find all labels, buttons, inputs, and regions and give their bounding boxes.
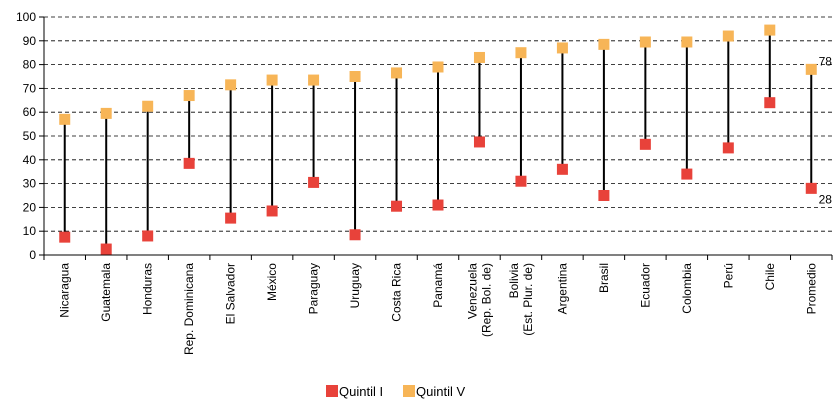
marker-quintil-v xyxy=(391,67,403,79)
data-labels: 78 28 xyxy=(819,54,833,206)
marker-quintil-i xyxy=(681,168,693,180)
y-tick-label: 20 xyxy=(23,200,37,214)
x-category-label: Costa Rica xyxy=(390,263,404,322)
x-category-label: Argentina xyxy=(555,263,569,315)
x-category-label: Honduras xyxy=(141,263,155,315)
x-category-label: Nicaragua xyxy=(58,263,72,318)
marker-quintil-v xyxy=(349,71,361,82)
marker-quintil-v xyxy=(515,47,527,59)
x-category-label: Guatemala xyxy=(99,263,113,322)
marker-quintil-i xyxy=(432,199,444,211)
marker-quintil-v xyxy=(266,74,278,86)
x-category-label: Panamá xyxy=(431,263,445,308)
marker-quintil-i xyxy=(639,138,651,150)
marker-quintil-v xyxy=(59,113,71,125)
x-category-label: Promedio xyxy=(804,263,818,315)
category-labels: Nicaragua Guatemala Honduras Rep. Dominican… xyxy=(58,263,819,355)
marker-quintil-v xyxy=(805,63,817,75)
data-label: 28 xyxy=(819,192,833,206)
marker-quintil-v xyxy=(142,100,154,112)
marker-quintil-i xyxy=(515,175,527,187)
x-category-label: (Rep. Bol. de) xyxy=(479,263,493,337)
marker-quintil-v xyxy=(225,79,237,91)
x-category-label: Perú xyxy=(721,263,735,288)
marker-quintil-i xyxy=(142,230,154,242)
marker-quintil-v xyxy=(681,36,693,48)
marker-quintil-v xyxy=(598,38,610,50)
marker-quintil-i xyxy=(183,157,195,169)
marker-quintil-i xyxy=(556,163,568,175)
x-category-label: Rep. Dominicana xyxy=(182,263,196,355)
y-tick-label: 50 xyxy=(23,129,37,143)
x-category-label: El Salvador xyxy=(224,263,238,324)
marker-quintil-v xyxy=(432,61,444,73)
marker-quintil-i xyxy=(349,229,361,241)
marker-quintil-i xyxy=(722,142,734,154)
marker-quintil-i xyxy=(764,97,776,109)
marker-quintil-i xyxy=(266,205,278,217)
y-tick-label: 0 xyxy=(29,248,36,262)
marker-quintil-v xyxy=(473,51,485,63)
data-label: 78 xyxy=(819,54,833,68)
x-category-label: Paraguay xyxy=(307,263,321,314)
x-category-label: Ecuador xyxy=(638,263,652,308)
marker-quintil-i xyxy=(100,243,112,255)
y-tick-label: 70 xyxy=(23,81,37,95)
legend-swatch-quintil-i xyxy=(326,385,338,397)
marker-quintil-v xyxy=(100,107,112,119)
y-tick-label: 90 xyxy=(23,34,37,48)
markers xyxy=(59,24,817,255)
y-tick-label: 10 xyxy=(23,224,37,238)
marker-quintil-i xyxy=(391,200,403,212)
legend-label-quintil-v: Quintil V xyxy=(416,384,465,399)
x-category-label: (Est. Plur. de) xyxy=(521,263,535,336)
marker-quintil-i xyxy=(598,190,610,201)
x-category-label: Uruguay xyxy=(348,263,362,308)
marker-quintil-v xyxy=(764,24,776,36)
y-tick-labels: 0 10 20 30 40 50 60 70 80 90 100 xyxy=(16,10,36,262)
y-tick-label: 30 xyxy=(23,177,37,191)
axes xyxy=(39,16,833,260)
marker-quintil-v xyxy=(308,74,320,86)
y-tick-label: 80 xyxy=(23,58,37,72)
marker-quintil-i xyxy=(308,176,320,188)
marker-quintil-i xyxy=(59,231,71,243)
y-tick-label: 40 xyxy=(23,153,37,167)
x-category-label: Bolivia xyxy=(507,263,521,299)
legend-label-quintil-i: Quintil I xyxy=(339,384,383,399)
marker-quintil-v xyxy=(639,36,651,48)
marker-quintil-i xyxy=(225,212,237,224)
legend-swatch-quintil-v xyxy=(403,385,415,397)
x-category-label: México xyxy=(265,263,279,301)
x-category-label: Brasil xyxy=(597,263,611,293)
x-category-label: Chile xyxy=(763,263,777,291)
x-category-label: Venezuela xyxy=(465,263,479,319)
marker-quintil-v xyxy=(556,42,568,54)
marker-quintil-i xyxy=(473,136,485,148)
x-category-label: Colombia xyxy=(680,263,694,314)
marker-quintil-v xyxy=(722,30,734,42)
connectors xyxy=(63,30,813,250)
marker-quintil-i xyxy=(805,182,817,194)
y-tick-label: 60 xyxy=(23,105,37,119)
marker-quintil-v xyxy=(183,90,195,102)
y-tick-label: 100 xyxy=(16,10,36,24)
legend: Quintil I Quintil V xyxy=(326,384,465,399)
